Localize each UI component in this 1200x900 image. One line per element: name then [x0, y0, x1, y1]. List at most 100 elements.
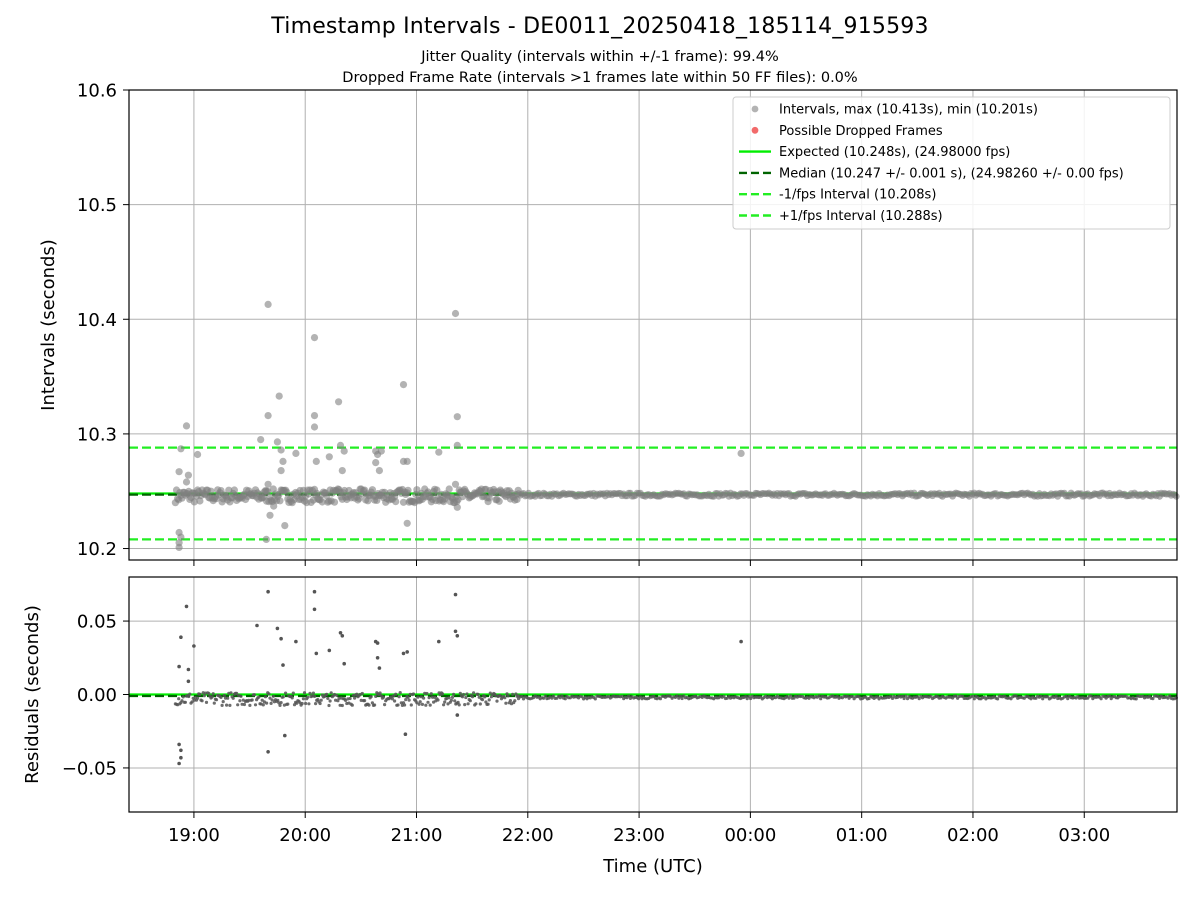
residual-point [250, 698, 254, 702]
x-tick-label: 21:00 [391, 825, 443, 846]
residual-point [301, 697, 305, 701]
interval-point [399, 498, 408, 506]
interval-outlier-point [270, 502, 278, 510]
interval-outlier-point [310, 423, 319, 431]
residual-point [425, 691, 429, 696]
residual-point [484, 700, 488, 704]
residual-point [253, 703, 258, 707]
residual-point [225, 703, 229, 707]
residual-point [462, 692, 466, 697]
residual-point [359, 698, 363, 703]
residual-point [300, 701, 304, 706]
interval-outlier-point [264, 300, 272, 308]
residual-point [318, 701, 322, 706]
residual-point [327, 703, 331, 708]
residual-point [260, 698, 264, 702]
residual-point [476, 692, 480, 697]
residual-point [340, 703, 344, 708]
residual-point [190, 700, 194, 704]
interval-outlier-point [273, 438, 281, 446]
residual-point [196, 696, 200, 700]
residual-point [457, 703, 461, 707]
dropped-frame-subtitle: Dropped Frame Rate (intervals >1 frames … [342, 70, 858, 86]
residual-outlier-point [281, 663, 285, 667]
residual-outlier-point [405, 650, 410, 654]
residual-point [1054, 694, 1058, 698]
residual-point [353, 696, 357, 700]
residual-point [503, 696, 507, 700]
residual-point [487, 698, 491, 702]
residual-point [222, 693, 226, 698]
interval-point [207, 487, 215, 495]
residual-outlier-point [275, 626, 280, 631]
residual-point [488, 691, 492, 695]
residual-point [495, 699, 499, 703]
residual-point [363, 699, 367, 703]
interval-outlier-point [277, 467, 285, 475]
residual-point [620, 694, 624, 699]
residual-point [917, 697, 921, 701]
residuals-plot: −0.05 0.00 0.05 19:00 20:00 21:00 22:00 23:00 00… [22, 576, 1178, 877]
residual-point [478, 702, 482, 706]
interval-outlier-point [375, 467, 383, 475]
residual-outlier-point [177, 664, 181, 669]
interval-outlier-point [403, 519, 411, 527]
interval-outlier-point [310, 334, 319, 342]
residual-point [504, 701, 508, 705]
residual-outlier-point [453, 629, 458, 634]
legend-entry-label: Intervals, max (10.413s), min (10.201s) [779, 103, 1038, 118]
residual-point [397, 695, 401, 699]
interval-outlier-point [262, 487, 270, 495]
residual-point [406, 695, 410, 700]
residual-point [474, 702, 478, 706]
residuals-y-axis-label: Residuals (seconds) [22, 605, 43, 784]
residual-point [403, 703, 407, 707]
x-tick-label: 02:00 [947, 825, 999, 846]
interval-outlier-point [194, 450, 202, 459]
residual-point [187, 694, 191, 699]
residual-point [373, 703, 377, 707]
interval-outlier-point [175, 539, 183, 547]
residual-point [404, 698, 408, 702]
residual-point [210, 695, 214, 699]
residual-point [749, 696, 753, 701]
intervals-y-tick-label: 10.3 [77, 424, 117, 445]
intervals-y-tick-label: 10.5 [77, 195, 117, 216]
residual-point [348, 696, 352, 701]
interval-outlier-point [292, 449, 300, 457]
interval-point [230, 486, 238, 494]
residual-outlier-point [375, 641, 380, 645]
intervals-plot: 10.2 10.3 10.4 10.5 10.6 Intervals (seconds)… [38, 81, 1180, 566]
intervals-y-tick-label: 10.4 [77, 310, 117, 331]
residual-point [477, 695, 481, 699]
residual-point [470, 695, 475, 699]
interval-outlier-point [182, 478, 191, 486]
residual-outlier-point [327, 648, 332, 653]
residual-point [513, 699, 517, 703]
residual-point [370, 701, 374, 705]
residual-point [465, 692, 469, 696]
interval-point [495, 497, 503, 505]
residual-outlier-point [401, 651, 406, 656]
residual-point [291, 691, 295, 695]
residual-point [996, 697, 1000, 701]
residual-point [312, 694, 317, 699]
residual-outlier-point [294, 639, 298, 644]
interval-point [330, 498, 339, 506]
interval-outlier-point [435, 448, 443, 456]
residual-point [314, 702, 318, 706]
residual-point [306, 695, 310, 699]
interval-outlier-point [737, 449, 745, 457]
residual-point [396, 703, 400, 707]
legend-dropped-marker [751, 126, 759, 134]
residual-outlier-point [314, 651, 319, 656]
residual-outlier-point [179, 755, 183, 760]
intervals-points [171, 300, 1180, 552]
residual-point [214, 698, 219, 702]
interval-point [433, 486, 441, 494]
residual-point [226, 696, 230, 700]
residual-point [543, 694, 547, 698]
residual-point [929, 694, 933, 698]
residual-point [1107, 694, 1112, 698]
